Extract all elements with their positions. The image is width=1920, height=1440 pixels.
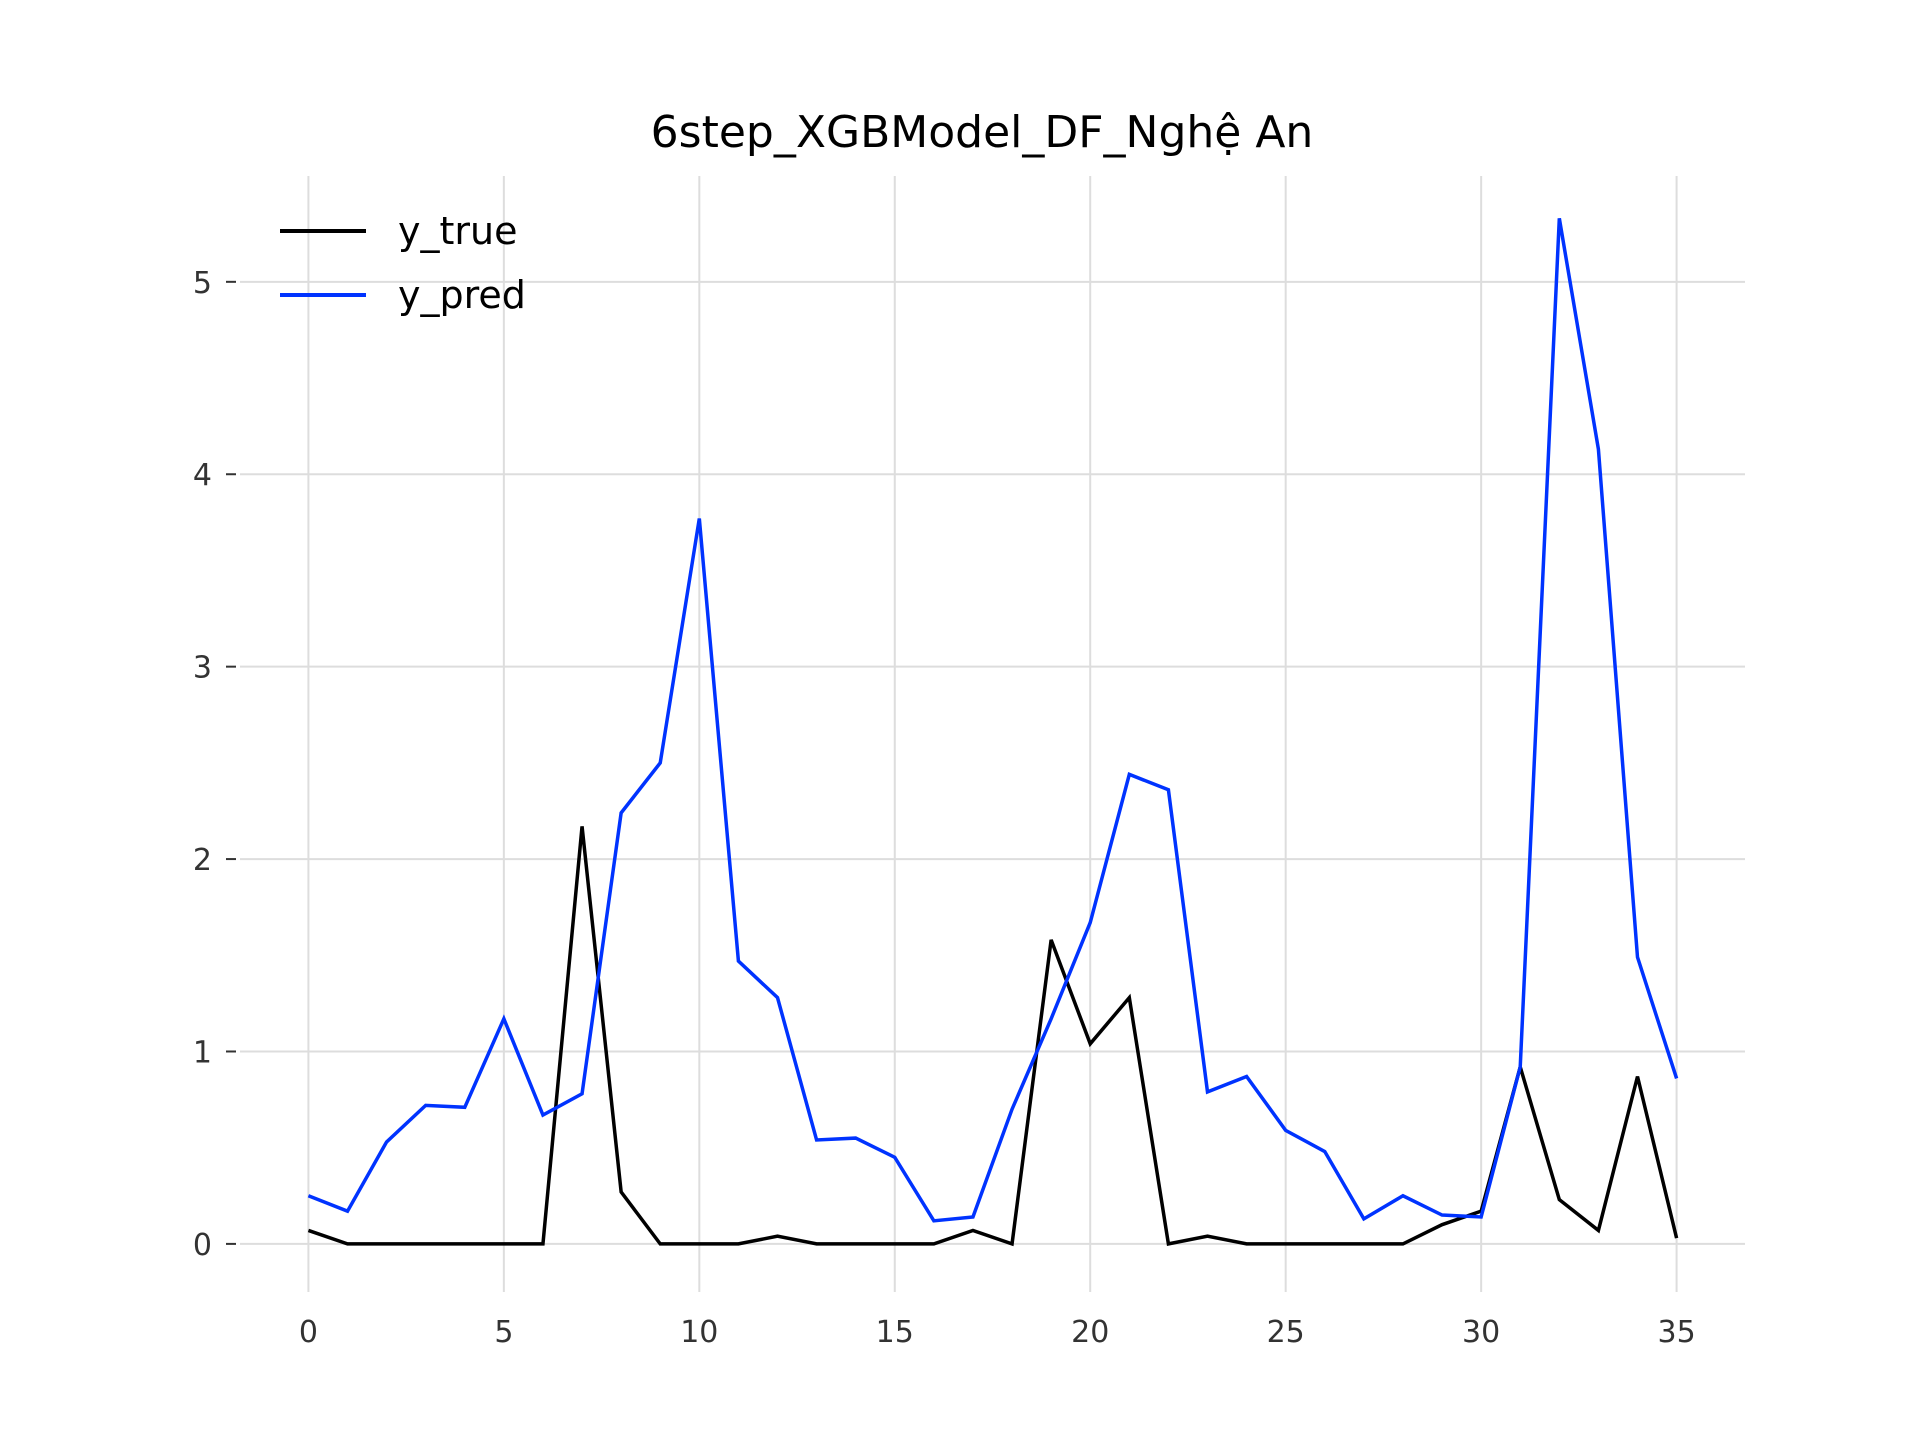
- y-tick-label: 2: [193, 843, 212, 878]
- axis-ticks: 0 5 10 15 20 25 30 35 0 1 2 3 4 5: [193, 266, 1696, 1350]
- x-tick-label: 5: [494, 1315, 513, 1350]
- x-tick-label: 15: [876, 1315, 914, 1350]
- chart-title: 6step_XGBModel_DF_Nghệ An: [651, 107, 1314, 158]
- y-tick-label: 0: [193, 1228, 212, 1263]
- series-line-y_true: [307, 826, 1679, 1247]
- grid: [240, 176, 1745, 1292]
- x-tick-label: 30: [1462, 1315, 1500, 1350]
- legend: y_true y_pred: [280, 209, 526, 317]
- series-lines: [307, 218, 1679, 1247]
- series-line-y_pred: [307, 218, 1679, 1223]
- legend-label-y_pred: y_pred: [398, 273, 526, 317]
- y-tick-label: 3: [193, 651, 212, 686]
- x-tick-label: 25: [1267, 1315, 1305, 1350]
- x-tick-label: 35: [1657, 1315, 1695, 1350]
- x-tick-label: 0: [299, 1315, 318, 1350]
- legend-label-y_true: y_true: [398, 209, 517, 253]
- y-tick-label: 5: [193, 266, 212, 301]
- x-tick-label: 10: [680, 1315, 718, 1350]
- y-tick-label: 4: [193, 458, 212, 493]
- x-tick-label: 20: [1071, 1315, 1109, 1350]
- y-tick-label: 1: [193, 1035, 212, 1070]
